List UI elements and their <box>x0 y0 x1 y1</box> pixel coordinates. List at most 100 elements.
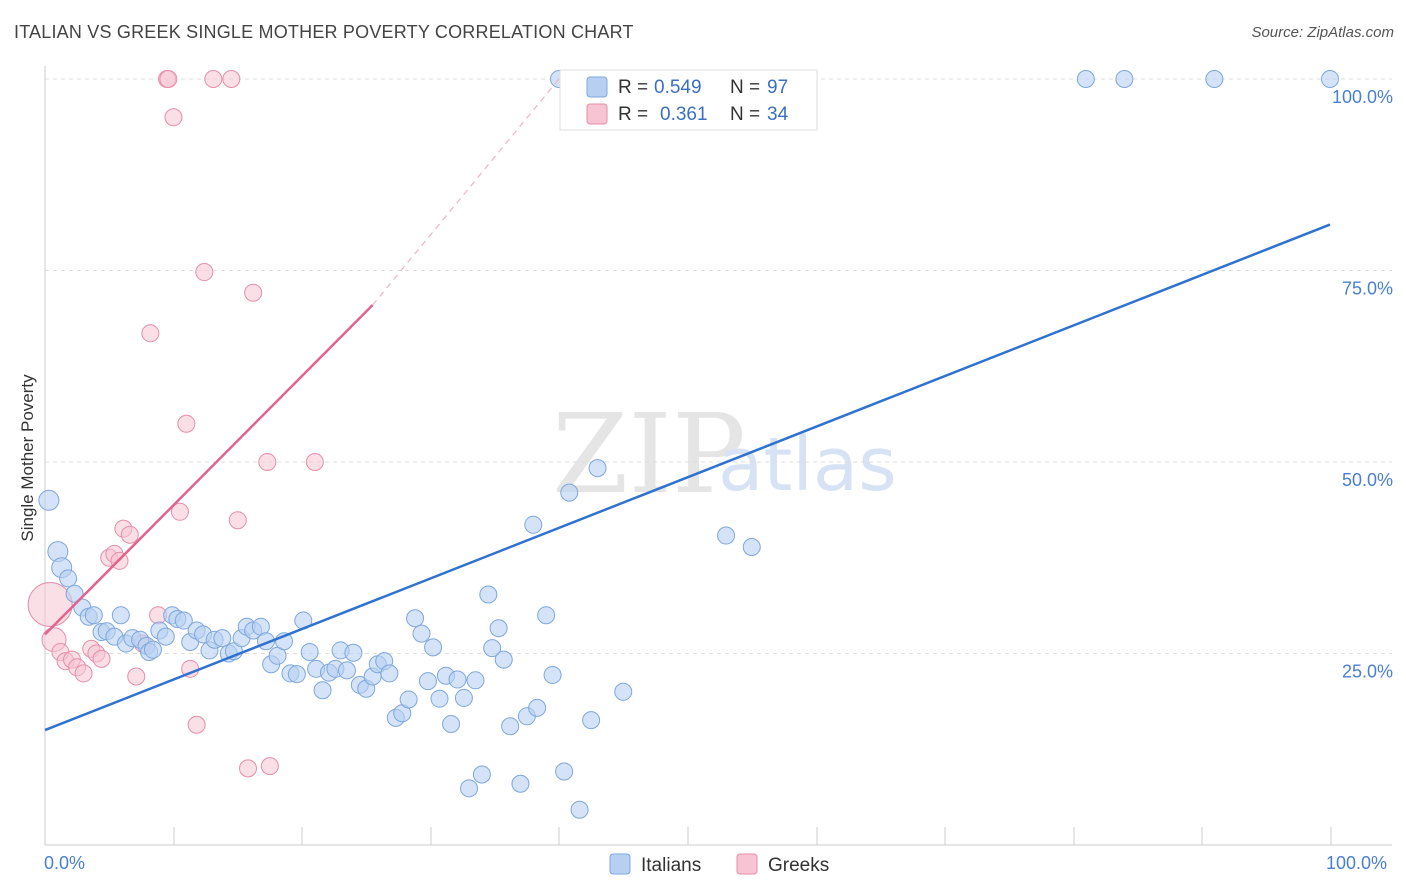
greeks-point <box>92 649 111 668</box>
italians-point <box>570 800 589 819</box>
greeks-point <box>222 70 241 88</box>
italians-point <box>287 665 306 684</box>
legend-italians-n-label: N = <box>730 77 760 98</box>
italians-point <box>448 670 467 689</box>
legend-italians-r-value: 0.549 <box>654 77 702 98</box>
italians-point <box>1205 70 1224 88</box>
italians-points <box>38 70 1339 819</box>
legend-italians-swatch <box>586 76 608 98</box>
bottom-legend-greeks-swatch <box>736 853 758 875</box>
greeks-point <box>244 283 263 302</box>
italians-point <box>528 698 547 717</box>
italians-point <box>511 774 530 793</box>
italians-point <box>174 611 193 630</box>
y-tick-label-1: 50.0% <box>1342 470 1393 490</box>
greeks-point <box>258 453 277 471</box>
greeks-points <box>27 70 324 778</box>
italians-point <box>582 711 601 730</box>
greeks-point <box>305 453 324 471</box>
watermark: ZIP atlas <box>552 390 897 518</box>
grid-lines <box>45 78 1392 654</box>
legend-greeks-r-label: R = <box>618 104 648 125</box>
chart-title: ITALIAN VS GREEK SINGLE MOTHER POVERTY C… <box>14 22 634 42</box>
italians-point <box>344 643 363 662</box>
italians-point <box>418 672 437 691</box>
legend-greeks-r-value: 0.361 <box>660 104 708 125</box>
y-tick-label-2: 75.0% <box>1342 279 1393 299</box>
italians-point <box>399 690 418 709</box>
greeks-trend-extension <box>372 78 560 306</box>
italians-point <box>489 619 508 638</box>
bottom-legend-italians-swatch <box>609 853 631 875</box>
greeks-point <box>27 581 73 627</box>
italians-point <box>483 639 502 658</box>
italians-point <box>543 665 562 684</box>
legend-italians-r-label: R = <box>618 77 648 98</box>
source-label: Source: ZipAtlas.com <box>1251 24 1394 41</box>
watermark-zip: ZIP <box>552 390 746 518</box>
greeks-point <box>228 511 247 530</box>
y-tick-label-3: 100.0% <box>1332 87 1393 107</box>
greeks-point <box>170 502 189 521</box>
italians-point <box>84 606 103 625</box>
y-axis-label: Single Mother Poverty <box>18 374 37 542</box>
greeks-trend-line <box>44 304 374 636</box>
italians-point <box>560 483 579 502</box>
italians-point <box>717 526 736 545</box>
italians-point <box>1076 70 1095 88</box>
greeks-point <box>239 759 258 778</box>
greeks-point <box>159 70 178 88</box>
greeks-point <box>204 70 223 88</box>
italians-point <box>213 629 232 648</box>
italians-point <box>424 638 443 657</box>
italians-point <box>406 609 425 628</box>
greeks-point <box>164 108 183 127</box>
italians-point <box>442 714 461 733</box>
greeks-point <box>127 667 146 686</box>
bottom-legend: Italians Greeks <box>609 853 829 876</box>
greeks-point <box>195 263 214 282</box>
greeks-point <box>187 715 206 734</box>
trend-lines <box>44 78 1331 732</box>
italians-point <box>65 584 84 603</box>
italians-point <box>454 688 473 707</box>
y-tick-labels: 25.0% 50.0% 75.0% 100.0% <box>1332 87 1393 682</box>
bottom-legend-italians-label: Italians <box>641 855 701 876</box>
italians-point <box>524 515 543 534</box>
italians-point <box>111 606 130 625</box>
x-tick-label-max: 100.0% <box>1326 853 1387 873</box>
italians-point <box>313 681 332 700</box>
greeks-point <box>141 324 160 343</box>
italians-point <box>300 642 319 661</box>
italians-trend-line <box>44 223 1331 732</box>
x-tick-labels: 0.0% 100.0% <box>44 853 1387 873</box>
italians-point <box>337 661 356 680</box>
italians-point <box>59 569 78 588</box>
legend-greeks-n-label: N = <box>730 104 760 125</box>
greeks-point <box>177 414 196 433</box>
italians-point <box>472 765 491 784</box>
italians-point <box>412 624 431 643</box>
bottom-legend-greeks-label: Greeks <box>768 855 829 876</box>
greeks-point <box>120 525 139 544</box>
italians-point <box>501 717 520 736</box>
x-tick-label-min: 0.0% <box>44 853 85 873</box>
legend-italians-n-value: 97 <box>767 77 788 98</box>
italians-point <box>494 650 513 669</box>
italians-point <box>1115 70 1134 88</box>
greeks-point <box>260 757 279 776</box>
italians-point <box>38 489 60 511</box>
italians-point <box>156 627 175 646</box>
legend: R = 0.549 N = 97 R = 0.361 N = 34 <box>559 69 818 131</box>
italians-point <box>555 762 574 781</box>
italians-point <box>479 585 498 604</box>
legend-greeks-n-value: 34 <box>767 104 789 125</box>
italians-point <box>466 671 485 690</box>
italians-point <box>742 538 761 557</box>
italians-point <box>614 682 633 701</box>
italians-point <box>460 779 479 798</box>
italians-point <box>1321 70 1339 88</box>
axes <box>44 66 1392 846</box>
italians-point <box>430 689 449 708</box>
greeks-point <box>74 664 93 683</box>
